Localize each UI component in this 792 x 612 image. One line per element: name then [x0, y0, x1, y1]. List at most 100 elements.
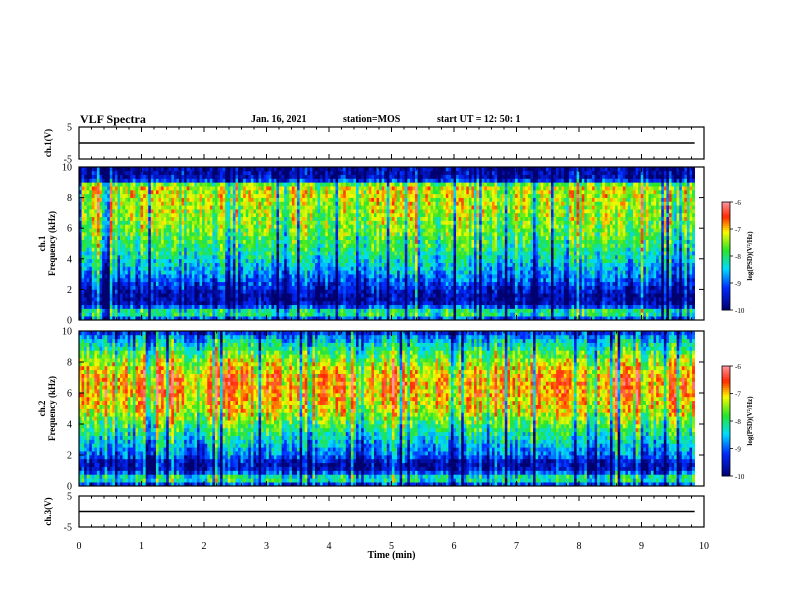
ch1-spectrogram-cell	[173, 212, 177, 218]
ch1-spectrogram-cell	[345, 277, 349, 283]
ch1-spectrogram-cell	[171, 216, 175, 221]
ch1-spectrogram-cell	[140, 270, 144, 275]
ch1-spectrogram-cell	[79, 167, 82, 172]
ch1-spectrogram-cell	[373, 274, 377, 279]
ch1-spectrogram-cell	[266, 197, 270, 202]
ch1-spectrogram-cell	[309, 205, 313, 210]
ch1-spectrogram-cell	[127, 285, 131, 290]
ch1-spectrogram-cell	[94, 312, 98, 317]
ch1-spectrogram-cell	[389, 216, 393, 221]
ch1-spectrogram-cell	[294, 289, 298, 294]
ch1-spectrogram-cell	[84, 224, 88, 229]
ch1-spectrogram-cell	[220, 209, 223, 214]
ch1-spectrogram-cell	[217, 201, 221, 206]
ch1-spectrogram-cell	[222, 316, 226, 321]
ch1-spectrogram-cell	[107, 293, 111, 298]
ch1-spectrogram-cell	[271, 247, 275, 252]
ch1-spectrogram-cell	[309, 182, 313, 187]
ch1-spectrogram-cell	[84, 212, 88, 218]
ch1-spectrogram-cell	[212, 281, 216, 286]
ch1-spectrogram-cell	[202, 201, 206, 206]
ch1-spectrogram-cell	[245, 189, 249, 195]
ch1-spectrogram-cell	[184, 209, 188, 214]
ch1-spectrogram-cell	[366, 178, 370, 183]
ch1-spectrogram-cell	[155, 258, 159, 263]
ch1-spectrogram-cell	[143, 232, 147, 237]
ch1-spectrogram-cell	[130, 312, 134, 317]
ch1-spectrogram-cell	[325, 178, 329, 183]
ch1-spectrogram-cell	[140, 289, 144, 294]
ch1-spectrogram-cell	[125, 209, 129, 214]
ch1-spectrogram-cell	[366, 235, 370, 241]
ch1-spectrogram-cell	[140, 293, 144, 298]
ch1-spectrogram-cell	[353, 262, 357, 267]
ch1-spectrogram-cell	[109, 228, 113, 233]
ch1-spectrogram-cell	[117, 197, 121, 202]
ch1-spectrogram-cell	[163, 197, 167, 202]
ch1-spectrogram-cell	[220, 186, 223, 191]
ch1-spectrogram-cell	[363, 186, 367, 191]
ch1-spectrogram-cell	[235, 220, 239, 225]
ch1-spectrogram-cell	[150, 312, 154, 317]
ch1-spectrogram-cell	[112, 170, 116, 175]
ch1-spectrogram-cell	[294, 277, 298, 283]
ch1-spectrogram-cell	[255, 205, 259, 210]
ch1-spectrogram-cell	[381, 270, 385, 275]
ch1-spectrogram-cell	[191, 289, 195, 294]
ch1-spectrogram-cell	[217, 258, 221, 263]
ch1-spectrogram-cell	[240, 212, 244, 218]
ch1-spectrogram-cell	[84, 235, 88, 241]
ch1-spectrogram-cell	[327, 228, 331, 233]
ch1-spectrogram-cell	[384, 251, 388, 256]
ch1-spectrogram-cell	[248, 297, 252, 302]
ch1-spectrogram-cell	[158, 266, 162, 271]
ch1-spectrogram-cell	[330, 224, 334, 229]
ch1-spectrogram-cell	[107, 266, 111, 271]
ch1-spectrogram-cell	[309, 186, 313, 191]
ch1-spectrogram-cell	[220, 300, 223, 306]
ch1-spectrogram-cell	[243, 266, 247, 271]
ch1-spectrogram-cell	[273, 293, 277, 298]
ch1-spectrogram-cell	[222, 178, 226, 183]
ch1-spectrogram-cell	[271, 189, 275, 195]
ch1-spectrogram-cell	[338, 277, 341, 283]
ch1-spectrogram-cell	[379, 262, 383, 267]
ch1-spectrogram-cell	[225, 297, 229, 302]
ch1-spectrogram-cell	[248, 232, 252, 237]
ch1-spectrogram-cell	[320, 212, 324, 218]
ch1-spectrogram-cell	[304, 235, 308, 241]
ch1-spectrogram-cell	[217, 197, 221, 202]
ch1-spectrogram-cell	[91, 281, 95, 286]
ch1-spectrogram-cell	[381, 212, 385, 218]
ch1-spectrogram-cell	[132, 186, 136, 191]
ch1-spectrogram-cell	[196, 316, 200, 321]
ch1-spectrogram-cell	[245, 262, 249, 267]
ch1-spectrogram-cell	[153, 209, 157, 214]
ch1-spectrogram-cell	[148, 178, 152, 183]
ch1-spectrogram-cell	[271, 212, 275, 218]
ch1-spectrogram-cell	[94, 300, 98, 306]
ch1-spectrogram-cell	[340, 312, 344, 317]
ch1-spectrogram-cell	[140, 281, 144, 286]
ch1-spectrogram-cell	[179, 274, 182, 279]
ch1-spectrogram-cell	[232, 235, 236, 241]
ch1-spectrogram-cell	[199, 316, 203, 321]
ch1-spectrogram-cell	[196, 186, 200, 191]
ch1-spectrogram-cell	[109, 209, 113, 214]
ch1-spectrogram-cell	[112, 247, 116, 252]
ch1-spectrogram-cell	[348, 167, 352, 172]
ch1-spectrogram-cell	[104, 182, 108, 187]
ch1-spectrogram-cell	[112, 262, 116, 267]
ch1-spectrogram-cell	[273, 254, 277, 260]
ch1-spectrogram-cell	[148, 189, 152, 195]
ch1-spectrogram-cell	[184, 178, 188, 183]
ch1-spectrogram-cell	[181, 316, 185, 321]
ch1-spectrogram-cell	[150, 300, 154, 306]
ch1-spectrogram-cell	[163, 300, 167, 306]
ch1-spectrogram-cell	[114, 201, 118, 206]
ch1-spectrogram-cell	[176, 289, 180, 294]
ch1-spectrogram-cell	[196, 281, 200, 286]
ch1-spectrogram-cell	[348, 197, 352, 202]
ch1-spectrogram-cell	[281, 247, 285, 252]
ch1-spectrogram-cell	[299, 258, 303, 263]
